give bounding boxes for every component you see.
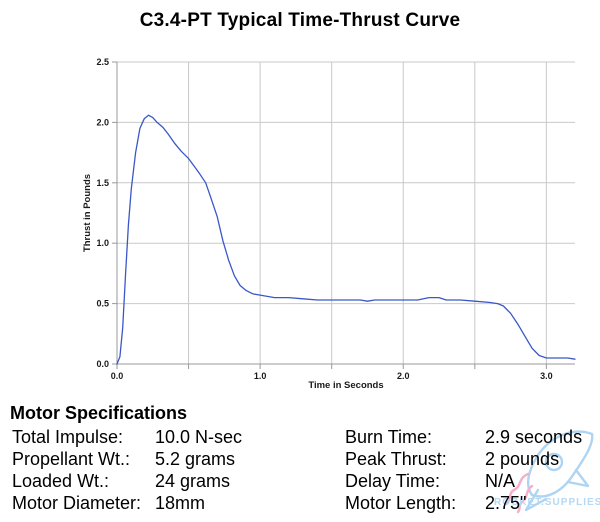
svg-text:1.5: 1.5 bbox=[96, 178, 109, 188]
axes bbox=[116, 62, 575, 365]
thrust-curve bbox=[116, 114, 576, 365]
spec-row-propellant-wt: Propellant Wt.: 5.2 grams bbox=[12, 449, 235, 470]
spec-row-motor-diameter: Motor Diameter: 18mm bbox=[12, 493, 205, 514]
spec-label: Peak Thrust: bbox=[345, 449, 447, 469]
spec-label: Burn Time: bbox=[345, 427, 433, 447]
svg-text:3.0: 3.0 bbox=[540, 371, 553, 381]
x-axis-title: Time in Seconds bbox=[308, 380, 383, 391]
x-tick-labels: 0.0 1.0 2.0 3.0 bbox=[111, 371, 553, 381]
svg-text:2.0: 2.0 bbox=[397, 371, 410, 381]
axis-ticks bbox=[112, 61, 547, 369]
svg-text:0.0: 0.0 bbox=[96, 359, 109, 369]
spec-label: Loaded Wt.: bbox=[12, 471, 110, 491]
svg-text:2.0: 2.0 bbox=[96, 117, 109, 127]
thrust-chart: 0.0 1.0 2.0 3.0 0.0 0.5 1.0 1.5 2.0 2.5 Time in … bbox=[82, 57, 576, 391]
svg-text:1.0: 1.0 bbox=[254, 371, 267, 381]
spec-label: Delay Time: bbox=[345, 471, 441, 491]
gridlines bbox=[117, 61, 575, 364]
spec-value: 18mm bbox=[155, 493, 206, 513]
spec-label: Total Impulse: bbox=[12, 427, 124, 447]
spec-value: 24 grams bbox=[155, 471, 231, 491]
y-tick-labels: 0.0 0.5 1.0 1.5 2.0 2.5 bbox=[96, 57, 109, 369]
spec-label: Motor Diameter: bbox=[12, 493, 142, 513]
spec-row-total-impulse: Total Impulse: 10.0 N-sec bbox=[12, 427, 242, 448]
svg-text:1.0: 1.0 bbox=[96, 238, 109, 248]
svg-text:0.0: 0.0 bbox=[111, 371, 124, 381]
spec-label: Propellant Wt.: bbox=[12, 449, 131, 469]
y-axis-title: Thrust in Pounds bbox=[82, 174, 93, 252]
spec-row-loaded-wt: Loaded Wt.: 24 grams bbox=[12, 471, 230, 492]
svg-text:0.5: 0.5 bbox=[96, 299, 109, 309]
specs-heading: Motor Specifications bbox=[10, 403, 188, 423]
spec-value: 5.2 grams bbox=[155, 449, 236, 469]
svg-text:2.5: 2.5 bbox=[96, 57, 109, 67]
page-title: C3.4-PT Typical Time-Thrust Curve bbox=[139, 10, 461, 31]
watermark-text: ROCKET.SUPPLIES bbox=[494, 497, 600, 508]
rocket-supplies-watermark-icon bbox=[504, 430, 594, 514]
spec-value: 10.0 N-sec bbox=[155, 427, 243, 447]
spec-label: Motor Length: bbox=[345, 493, 457, 513]
